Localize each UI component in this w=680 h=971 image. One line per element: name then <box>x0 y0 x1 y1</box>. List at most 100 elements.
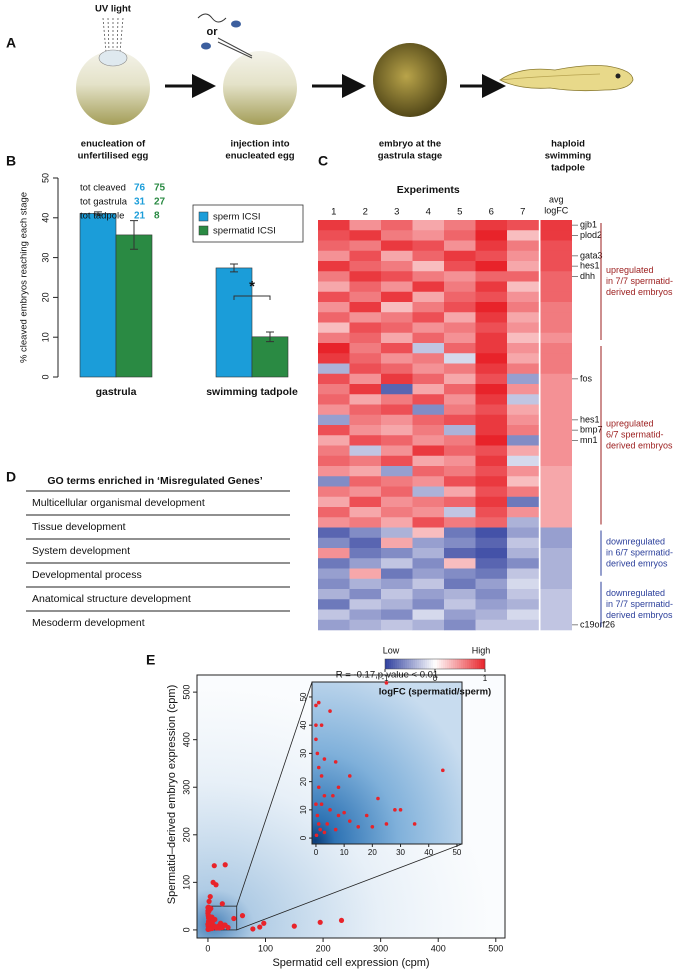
colorbar-step <box>473 659 476 669</box>
heat-cell <box>475 363 508 375</box>
bar <box>251 336 289 378</box>
y-tick-label: 0 <box>40 374 50 379</box>
inset-point <box>319 774 324 778</box>
inset-point <box>336 813 341 818</box>
colorbar-tick-label: 1 <box>483 674 488 683</box>
inset-point <box>316 785 321 790</box>
heat-cell <box>318 496 350 508</box>
point <box>257 924 263 930</box>
y-tick-label: 10 <box>40 332 50 342</box>
uv-label: UV light <box>95 4 132 15</box>
plot-frame <box>196 674 506 939</box>
count-value: 21 <box>134 211 146 222</box>
colorbar-step <box>391 659 394 669</box>
count-value: 75 <box>154 183 166 194</box>
colorbar-step <box>441 659 444 669</box>
colorbar-step <box>439 659 442 669</box>
step-caption: gastrula stage <box>378 151 442 162</box>
inset-point <box>331 793 335 798</box>
avg-cell <box>540 609 572 621</box>
heat-cell <box>318 302 350 313</box>
point <box>261 920 267 926</box>
colorbar-step <box>465 659 468 669</box>
colorbar-tick-label: -1 <box>381 674 389 683</box>
avg-cell <box>540 312 572 323</box>
heat-cell <box>349 322 382 334</box>
heat-cell <box>381 496 413 508</box>
heat-cell <box>475 425 508 436</box>
heat-cell <box>444 425 476 436</box>
inset-point <box>314 802 318 807</box>
heat-cell <box>475 414 508 426</box>
heat-cell <box>381 507 413 518</box>
go-term: Developmental process <box>32 569 142 581</box>
avg-cell <box>540 261 572 272</box>
heat-cell <box>381 589 413 600</box>
point <box>291 923 297 929</box>
x-tick-label: 0 <box>205 943 210 953</box>
avg-cell <box>540 353 572 364</box>
heat-cell <box>381 517 413 528</box>
heat-cell <box>381 373 413 385</box>
heat-cell <box>412 527 445 539</box>
count-label: tot cleaved <box>80 183 126 194</box>
inset-point <box>333 827 338 832</box>
colorbar-step <box>411 659 414 669</box>
colorbar-step <box>431 659 434 669</box>
gene-label: bmp7 <box>580 425 603 435</box>
point <box>239 913 246 919</box>
heat-cell <box>412 312 445 323</box>
heat-cell <box>507 455 539 467</box>
inset-point <box>322 757 327 761</box>
heat-cell <box>349 558 382 569</box>
inset-point <box>325 822 330 826</box>
y-tick-label: 20 <box>40 292 50 302</box>
heat-cell <box>318 271 350 282</box>
point <box>205 921 211 927</box>
heat-cell <box>507 271 539 282</box>
or-label: or <box>207 26 219 38</box>
colorbar-step <box>445 659 448 669</box>
heat-cell <box>507 578 539 590</box>
heat-cell <box>381 425 413 436</box>
colorbar-step <box>469 659 472 669</box>
heat-cell <box>381 394 413 405</box>
colorbar-step <box>399 659 402 669</box>
error-bar <box>130 220 138 250</box>
heat-cell <box>475 517 508 528</box>
heat-cell <box>412 302 445 313</box>
count-value: 8 <box>154 211 160 222</box>
heat-cell <box>381 291 413 303</box>
heat-cell <box>475 619 508 631</box>
inset-point <box>318 827 322 832</box>
heat-cell <box>381 384 413 395</box>
heat-cell <box>444 578 476 590</box>
inset-point <box>319 802 324 807</box>
heat-cell <box>507 527 539 539</box>
inset-point <box>384 822 389 826</box>
heat-cell <box>475 486 508 498</box>
heat-cell <box>444 589 476 600</box>
colorbar-step <box>457 659 460 669</box>
heat-cell <box>507 404 539 416</box>
inset-point <box>322 830 327 835</box>
heat-cell <box>318 517 350 528</box>
go-term: Mesoderm development <box>32 617 145 629</box>
colorbar-step <box>401 659 404 669</box>
heat-cell <box>381 619 413 631</box>
colorbar-step <box>407 659 410 669</box>
legend-swatch <box>198 225 209 236</box>
inset-point <box>398 808 403 812</box>
inset-point <box>336 785 341 790</box>
avg-cell <box>540 558 572 569</box>
heat-cell <box>507 476 539 487</box>
colorbar-title: logFC (spermatid/sperm) <box>379 687 491 698</box>
inset-point <box>314 723 318 727</box>
point <box>208 905 214 912</box>
heat-cell <box>412 291 445 303</box>
heat-cell <box>349 230 382 241</box>
colorbar-step <box>413 659 416 669</box>
heat-cell <box>381 486 413 498</box>
colorbar-step <box>477 659 480 669</box>
heat-cell <box>444 599 476 610</box>
